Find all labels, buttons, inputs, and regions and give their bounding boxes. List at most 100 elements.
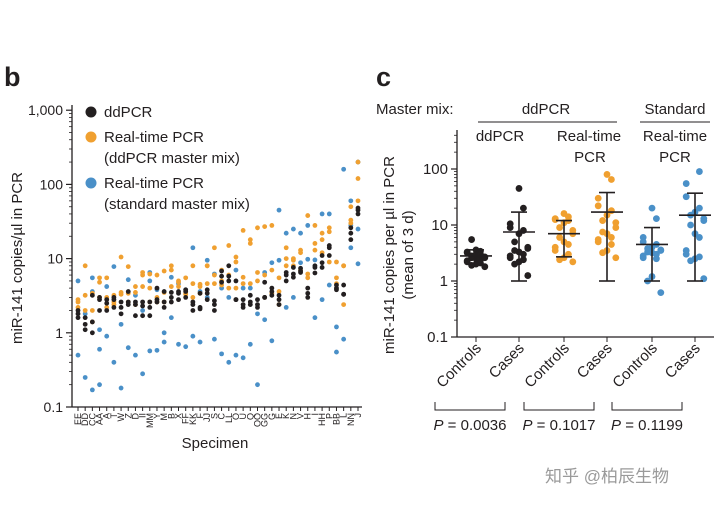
- b-point-rt-ddpcr-mix: [204, 263, 210, 269]
- b-point-rt-ddpcr-mix: [104, 275, 110, 281]
- b-x-tick-label: U: [238, 413, 248, 420]
- b-x-tick-label: HH: [317, 413, 327, 426]
- b-point-ddpcr: [133, 313, 138, 319]
- b-point-ddpcr: [104, 300, 110, 306]
- c-point-rt-standard-mix: [639, 252, 647, 260]
- b-point-rt-ddpcr-mix: [283, 263, 289, 269]
- b-point-ddpcr: [319, 265, 325, 270]
- b-point-rt-ddpcr-mix: [212, 281, 217, 287]
- b-point-rt-ddpcr-mix: [319, 237, 325, 243]
- legend-label-rt-standard-mix: Real-time PCR: [104, 175, 204, 192]
- c-y-tick-label: 1: [440, 273, 448, 290]
- b-point-rt-ddpcr-mix: [283, 256, 289, 261]
- b-point-ddpcr: [118, 304, 124, 310]
- b-point-rt-standard-mix: [276, 207, 282, 213]
- c-point-rt-ddpcr-mix: [569, 227, 577, 234]
- b-point-rt-standard-mix: [118, 321, 124, 327]
- c-y-axis-label: miR-141 copies per µl in PCR: [381, 156, 398, 354]
- c-comparison-bracket: [434, 402, 506, 411]
- c-point-rt-standard-mix: [639, 234, 647, 241]
- c-point-rt-ddpcr-mix: [599, 217, 606, 224]
- b-x-tick-label: II: [138, 413, 148, 418]
- c-point-rt-ddpcr-mix: [569, 258, 577, 266]
- b-point-ddpcr: [82, 327, 88, 333]
- b-point-ddpcr: [305, 290, 311, 296]
- b-point-rt-standard-mix: [247, 341, 253, 347]
- b-point-rt-ddpcr-mix: [147, 271, 153, 277]
- c-point-rt-ddpcr-mix: [556, 234, 563, 241]
- b-x-tick-label: GG: [260, 413, 270, 427]
- b-point-ddpcr: [319, 260, 325, 266]
- b-x-tick-label: W: [116, 413, 126, 422]
- c-p-number: = 0.1017: [533, 417, 596, 434]
- c-p-symbol: P: [611, 417, 621, 434]
- b-point-rt-ddpcr-mix: [176, 284, 181, 289]
- b-point-rt-standard-mix: [197, 339, 203, 345]
- master-mix-standard: Standard: [645, 101, 706, 118]
- b-point-rt-ddpcr-mix: [305, 271, 311, 277]
- b-x-tick-label: EE: [73, 413, 83, 425]
- b-point-rt-standard-mix: [355, 226, 361, 232]
- watermark: 知乎 @柏辰生物: [545, 467, 669, 486]
- b-point-rt-ddpcr-mix: [82, 292, 88, 298]
- b-point-ddpcr: [212, 302, 217, 307]
- b-point-rt-ddpcr-mix: [140, 272, 146, 278]
- c-point-rt-ddpcr-mix: [594, 194, 602, 202]
- b-point-rt-ddpcr-mix: [355, 176, 361, 181]
- b-point-ddpcr: [290, 274, 296, 280]
- c-point-rt-standard-mix: [696, 253, 703, 261]
- b-point-rt-standard-mix: [133, 352, 138, 358]
- b-point-ddpcr: [226, 273, 232, 279]
- b-point-rt-standard-mix: [247, 285, 253, 291]
- b-point-rt-ddpcr-mix: [97, 279, 102, 285]
- b-point-ddpcr: [111, 304, 117, 310]
- b-point-ddpcr: [269, 292, 275, 298]
- master-mix-label: Master mix:: [376, 101, 454, 118]
- b-point-rt-standard-mix: [334, 324, 339, 330]
- b-x-tick-label: LL: [224, 413, 234, 423]
- b-point-rt-standard-mix: [233, 267, 239, 273]
- b-point-rt-ddpcr-mix: [355, 159, 361, 165]
- c-point-ddpcr: [524, 243, 532, 251]
- c-y-tick-label: 10: [431, 217, 448, 234]
- b-point-ddpcr: [283, 270, 289, 275]
- b-x-tick-label: E: [274, 413, 284, 419]
- b-point-rt-ddpcr-mix: [276, 289, 282, 294]
- b-point-ddpcr: [89, 292, 95, 298]
- b-point-rt-standard-mix: [326, 211, 332, 217]
- c-point-ddpcr: [520, 204, 527, 212]
- b-point-rt-standard-mix: [125, 345, 131, 351]
- c-point-ddpcr: [468, 236, 475, 243]
- b-point-ddpcr: [298, 265, 303, 271]
- b-y-tick-label: 10: [47, 251, 63, 267]
- b-point-ddpcr: [219, 268, 224, 274]
- c-point-rt-standard-mix: [657, 246, 665, 254]
- b-point-ddpcr: [104, 297, 110, 303]
- c-y-tick-label: 100: [423, 161, 448, 178]
- c-point-rt-ddpcr-mix: [608, 176, 615, 183]
- b-point-rt-ddpcr-mix: [147, 285, 153, 291]
- b-point-rt-standard-mix: [104, 333, 110, 339]
- b-point-rt-standard-mix: [341, 336, 347, 342]
- b-point-rt-standard-mix: [298, 260, 303, 266]
- b-point-rt-ddpcr-mix: [305, 213, 311, 218]
- b-point-rt-standard-mix: [183, 344, 189, 350]
- b-point-rt-ddpcr-mix: [298, 247, 303, 253]
- b-x-tick-label: S: [209, 413, 219, 419]
- b-point-rt-standard-mix: [82, 311, 88, 317]
- b-point-rt-standard-mix: [82, 375, 88, 380]
- b-point-rt-standard-mix: [283, 304, 289, 310]
- b-point-rt-ddpcr-mix: [176, 279, 181, 285]
- b-point-rt-ddpcr-mix: [255, 270, 260, 275]
- b-x-tick-label: JJ: [202, 413, 212, 422]
- b-point-rt-ddpcr-mix: [240, 227, 246, 233]
- b-point-ddpcr: [190, 308, 196, 313]
- b-point-rt-ddpcr-mix: [97, 275, 102, 281]
- b-point-rt-standard-mix: [276, 257, 282, 263]
- b-point-ddpcr: [226, 278, 232, 284]
- b-point-ddpcr: [276, 302, 282, 307]
- b-point-rt-ddpcr-mix: [326, 229, 332, 235]
- b-point-rt-ddpcr-mix: [168, 263, 174, 269]
- c-point-rt-ddpcr-mix: [565, 250, 572, 258]
- b-point-rt-ddpcr-mix: [168, 284, 174, 289]
